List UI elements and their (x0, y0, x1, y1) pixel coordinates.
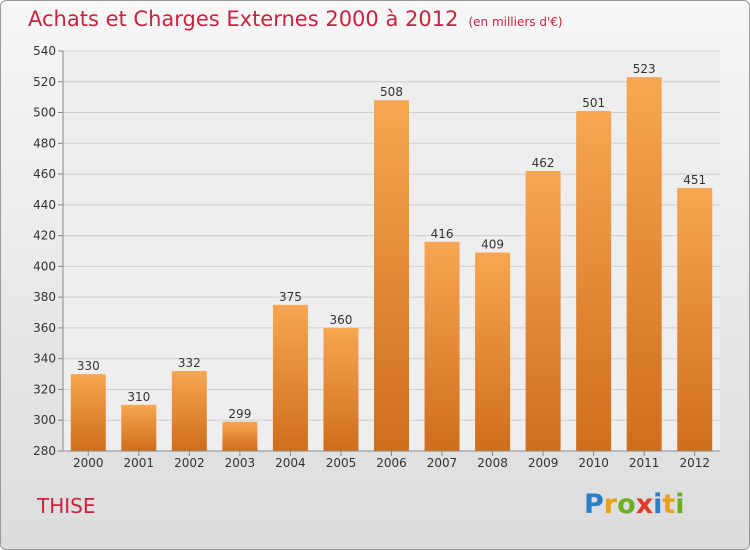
x-tick-label: 2010 (578, 456, 609, 470)
bar (323, 327, 359, 451)
bar (171, 371, 207, 451)
logo-letter: x (635, 489, 654, 520)
x-tick-label: 2002 (174, 456, 205, 470)
y-tick-label: 340 (33, 352, 56, 366)
logo-letter: i (653, 489, 663, 520)
x-tick-label: 2012 (679, 456, 710, 470)
y-tick-label: 400 (33, 259, 56, 273)
bar-value-label: 451 (683, 173, 706, 187)
bar-value-label: 501 (582, 96, 605, 110)
x-tick-label: 2000 (73, 456, 104, 470)
y-axis: 280 300 320 340 360 380 400 420 440 460 480 500 520 5… (33, 44, 64, 458)
bar-value-label: 416 (431, 227, 454, 241)
y-tick-label: 440 (33, 198, 56, 212)
y-tick-label: 420 (33, 229, 56, 243)
proxiti-logo[interactable]: Proxiti (584, 489, 685, 520)
chart-subtitle: (en milliers d'€) (468, 15, 563, 29)
y-tick-label: 520 (33, 75, 56, 89)
bar-value-label: 299 (228, 407, 251, 421)
bar (222, 421, 258, 451)
logo-letter: i (675, 489, 685, 520)
bar (121, 404, 157, 451)
y-tick-label: 480 (33, 136, 56, 150)
x-tick-label: 2005 (326, 456, 357, 470)
bar-value-label: 332 (178, 356, 201, 370)
bar (272, 304, 308, 451)
commune-name: THISE (37, 494, 96, 518)
bar-value-label: 462 (532, 156, 555, 170)
y-tick-label: 540 (33, 44, 56, 58)
y-tick-label: 460 (33, 167, 56, 181)
x-tick-label: 2008 (477, 456, 508, 470)
bar (374, 100, 409, 451)
chart-title-text: Achats et Charges Externes 2000 à 2012 (28, 7, 459, 31)
logo-letter: o (617, 489, 636, 520)
bar (424, 241, 460, 451)
y-tick-label: 300 (33, 413, 56, 427)
logo-letter: P (584, 489, 604, 520)
bar (576, 111, 612, 451)
bar (677, 187, 713, 451)
bar-value-label: 375 (279, 290, 302, 304)
logo-letter: r (603, 489, 618, 520)
bar (70, 374, 106, 451)
bar-value-label: 508 (380, 85, 403, 99)
y-tick-label: 320 (33, 382, 56, 396)
x-tick-label: 2001 (124, 456, 155, 470)
x-tick-label: 2006 (376, 456, 407, 470)
bar-value-label: 310 (127, 390, 150, 404)
x-axis: 2000 2001 2002 2003 2004 2005 2006 2007 2008 2009… (63, 450, 720, 470)
x-tick-label: 2009 (528, 456, 559, 470)
x-tick-label: 2003 (225, 456, 256, 470)
bars: 330 310 332 299 375 360 508 416 409 462 501 523 451 (70, 62, 713, 452)
logo-letter: t (662, 489, 676, 520)
bar (626, 77, 662, 452)
y-tick-label: 380 (33, 290, 56, 304)
bar-value-label: 409 (481, 238, 504, 252)
y-tick-label: 360 (33, 321, 56, 335)
bar-value-label: 360 (330, 313, 353, 327)
bar-value-label: 330 (77, 359, 100, 373)
x-tick-label: 2004 (275, 456, 306, 470)
x-tick-label: 2011 (629, 456, 660, 470)
y-tick-label: 280 (33, 444, 56, 458)
x-tick-label: 2007 (427, 456, 458, 470)
y-tick-label: 500 (33, 106, 56, 120)
bar (525, 171, 561, 451)
bar-value-label: 523 (633, 62, 656, 76)
chart-title: Achats et Charges Externes 2000 à 2012 (e… (28, 7, 563, 31)
bar (475, 252, 511, 451)
